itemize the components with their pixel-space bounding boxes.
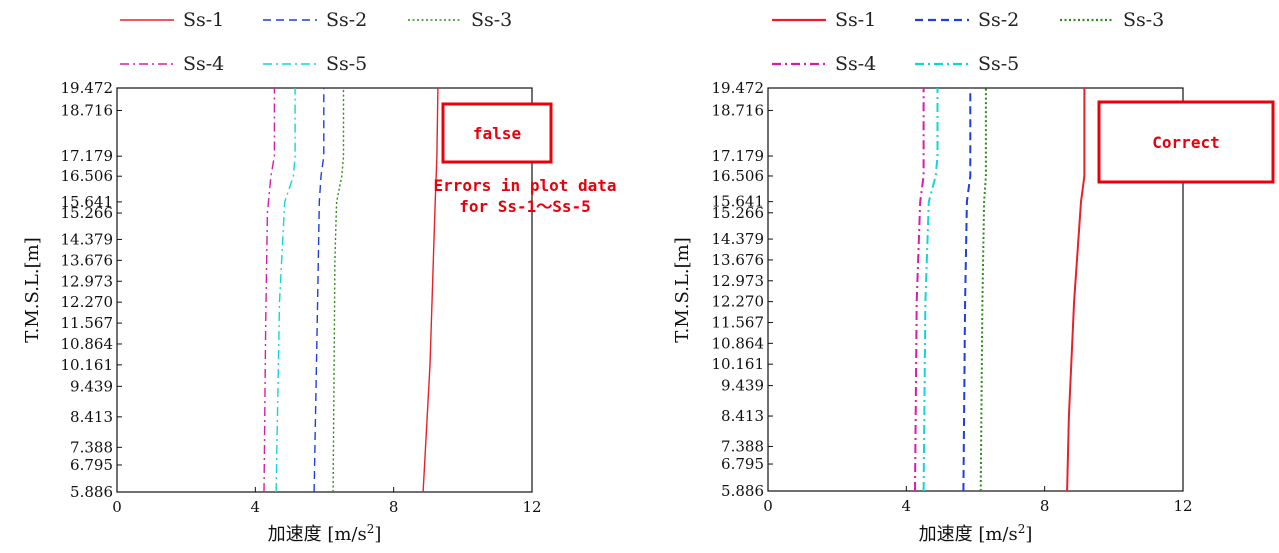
y-tick-label: 10.161 xyxy=(712,355,765,373)
x-axis-label: 加速度 [m/s2] xyxy=(919,522,1033,545)
legend-label: Ss-5 xyxy=(326,53,367,75)
y-tick-label: 15.266 xyxy=(712,204,765,222)
y-tick-label: 13.676 xyxy=(712,251,765,269)
y-tick-label: 6.795 xyxy=(721,455,764,473)
y-tick-label: 19.472 xyxy=(712,79,765,97)
series-line-ss-3 xyxy=(979,88,987,492)
x-tick-label: 12 xyxy=(1173,497,1192,515)
x-tick-label: 8 xyxy=(389,498,399,516)
annotation-box xyxy=(1097,100,1275,184)
y-tick-label: 8.413 xyxy=(721,407,764,425)
y-tick-label: 9.439 xyxy=(721,377,764,395)
y-tick-label: 6.795 xyxy=(70,456,113,474)
y-tick-label: 16.506 xyxy=(61,167,114,185)
series-line-ss-5 xyxy=(275,88,296,493)
y-tick-label: 15.266 xyxy=(61,204,114,222)
legend-label: Ss-4 xyxy=(835,53,876,75)
y-tick-label: 13.676 xyxy=(61,251,114,269)
y-tick-label: 11.567 xyxy=(712,313,765,331)
y-tick-label: 17.179 xyxy=(61,147,114,165)
y-tick-label: 5.886 xyxy=(721,482,764,500)
legend-label: Ss-4 xyxy=(183,53,224,75)
y-tick-label: 10.161 xyxy=(61,356,114,374)
y-tick-label: 8.413 xyxy=(70,408,113,426)
y-tick-label: 12.270 xyxy=(61,293,114,311)
series-line-ss-3 xyxy=(332,88,345,493)
legend-label: Ss-1 xyxy=(835,9,876,31)
y-tick-label: 14.379 xyxy=(712,230,765,248)
y-tick-label: 12.973 xyxy=(61,272,114,290)
series-line-ss-2 xyxy=(962,88,972,492)
y-tick-label: 5.886 xyxy=(70,483,113,501)
y-axis-label: T.M.S.L.[m] xyxy=(22,237,43,342)
series-line-ss-2 xyxy=(313,88,325,493)
y-tick-label: 18.716 xyxy=(712,101,765,119)
x-tick-label: 0 xyxy=(112,498,122,516)
plot-area xyxy=(767,87,1184,492)
legend-label: Ss-2 xyxy=(326,9,367,31)
annotation-box-label: Correct xyxy=(1152,133,1219,152)
annotation-note: for Ss-1～Ss-5 xyxy=(459,197,591,216)
y-tick-label: 17.179 xyxy=(712,147,765,165)
x-tick-label: 12 xyxy=(522,498,541,516)
annotation-note: Errors in plot data xyxy=(433,176,616,195)
x-axis-label: 加速度 [m/s2] xyxy=(268,522,382,545)
series-line-ss-4 xyxy=(263,88,276,493)
y-tick-label: 15.641 xyxy=(61,193,114,211)
y-tick-label: 12.270 xyxy=(712,293,765,311)
y-tick-label: 12.973 xyxy=(712,272,765,290)
x-tick-label: 8 xyxy=(1040,497,1050,515)
y-tick-label: 9.439 xyxy=(70,377,113,395)
series-line-ss-4 xyxy=(914,88,925,492)
legend-label: Ss-1 xyxy=(183,9,224,31)
y-tick-label: 10.864 xyxy=(712,334,765,352)
y-tick-label: 18.716 xyxy=(61,101,114,119)
legend-label: Ss-3 xyxy=(471,9,512,31)
series-line-ss-1 xyxy=(1066,88,1086,492)
y-axis-label: T.M.S.L.[m] xyxy=(672,237,693,342)
x-tick-label: 0 xyxy=(763,497,773,515)
legend-label: Ss-5 xyxy=(978,53,1019,75)
y-tick-label: 11.567 xyxy=(61,314,114,332)
annotation-box xyxy=(441,102,553,164)
x-tick-label: 4 xyxy=(251,498,261,516)
y-tick-label: 7.388 xyxy=(721,437,764,455)
y-tick-label: 15.641 xyxy=(712,193,765,211)
legend-label: Ss-3 xyxy=(1123,9,1164,31)
legend-label: Ss-2 xyxy=(978,9,1019,31)
series-line-ss-1 xyxy=(422,87,439,493)
y-tick-label: 19.472 xyxy=(61,79,114,97)
x-tick-label: 4 xyxy=(902,497,912,515)
y-tick-label: 16.506 xyxy=(712,167,765,185)
annotation-box-label: false xyxy=(473,124,521,143)
y-tick-label: 7.388 xyxy=(70,438,113,456)
series-line-ss-5 xyxy=(922,88,939,492)
y-tick-label: 10.864 xyxy=(61,335,114,353)
y-tick-label: 14.379 xyxy=(61,230,114,248)
